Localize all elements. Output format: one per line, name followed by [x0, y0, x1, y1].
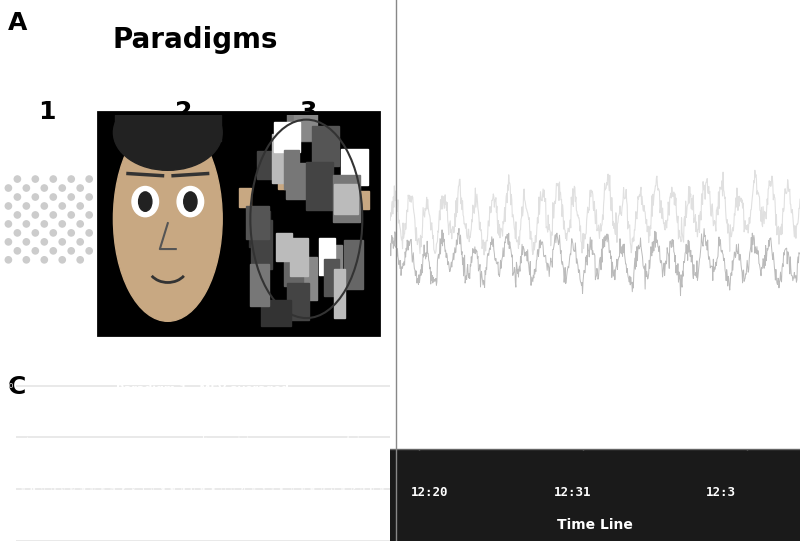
Text: RMCA: RMCA: [751, 193, 796, 207]
Text: Paradigms: Paradigms: [112, 26, 278, 54]
Text: 12:3: 12:3: [706, 486, 736, 499]
Text: B: B: [402, 11, 422, 35]
Text: 3: 3: [300, 101, 317, 124]
Text: Time Line: Time Line: [557, 518, 633, 532]
Text: 3: 3: [718, 120, 734, 140]
Text: MFV trend: MFV trend: [550, 369, 681, 388]
Text: 12:20: 12:20: [410, 486, 448, 499]
Text: 12:31: 12:31: [554, 486, 592, 499]
Text: 2: 2: [637, 120, 652, 140]
FancyBboxPatch shape: [390, 449, 800, 541]
Text: Paradigms: Paradigms: [512, 38, 678, 66]
Text: A: A: [8, 11, 27, 35]
Text: 2: 2: [174, 101, 192, 124]
Text: C: C: [8, 375, 26, 399]
Text: LMCA: LMCA: [718, 291, 762, 305]
Text: 1: 1: [554, 120, 570, 140]
Text: 1: 1: [38, 101, 55, 124]
FancyBboxPatch shape: [98, 111, 378, 335]
Text: DARK: DARK: [431, 120, 485, 140]
